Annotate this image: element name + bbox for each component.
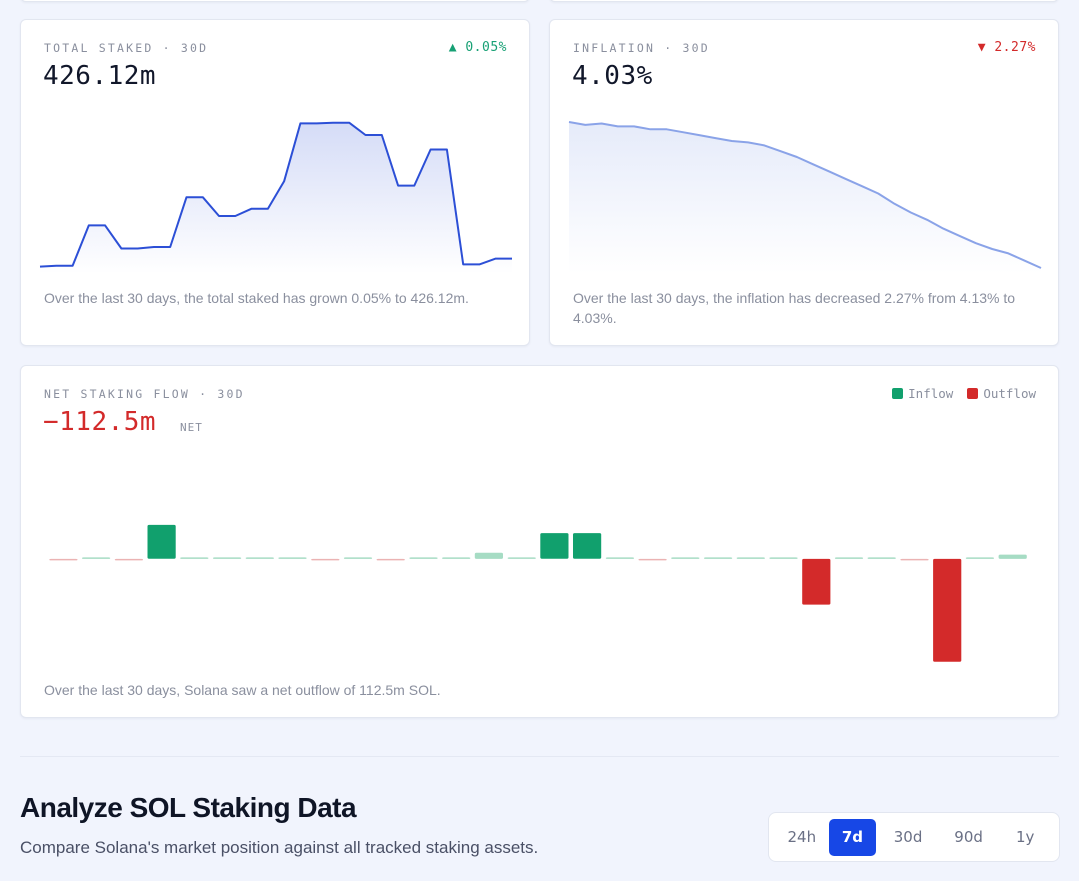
inflation-description: Over the last 30 days, the inflation has…	[573, 290, 1016, 326]
outflow-bar	[114, 558, 143, 561]
chart-series-line	[39, 121, 512, 268]
section-title: Analyze SOL Staking Data	[20, 792, 357, 823]
outflow-bar	[638, 558, 667, 561]
net-flow-card: NET STAKING FLOW · 30D Inflow Outflow −1…	[20, 365, 1059, 718]
inflow-bar	[540, 533, 569, 559]
inflow-bar	[147, 524, 176, 559]
net-flow-suffix: NET	[180, 421, 203, 434]
inflow-bar	[573, 533, 602, 559]
inflow-bar	[834, 557, 864, 559]
outflow-bar	[311, 558, 340, 561]
total-staked-change: ▲ 0.05%	[448, 40, 507, 55]
total-staked-label: TOTAL STAKED · 30D	[44, 41, 209, 55]
inflow-bar	[213, 557, 242, 559]
inflow-bar	[605, 557, 634, 559]
section-divider	[20, 756, 1059, 757]
outflow-bar	[802, 558, 831, 605]
inflow-swatch	[892, 388, 904, 399]
range-1y[interactable]: 1y	[997, 819, 1053, 856]
inflow-bar	[442, 557, 471, 559]
inflow-bar	[180, 557, 209, 559]
legend-inflow: Inflow	[892, 386, 953, 401]
total-staked-description: Over the last 30 days, the total staked …	[44, 290, 469, 306]
inflation-card: INFLATION · 30D ▼ 2.27% 4.03% Over the l…	[549, 19, 1059, 346]
inflow-bar	[998, 554, 1027, 559]
inflow-bar	[867, 557, 896, 559]
section-subtitle: Compare Solana's market position against…	[20, 838, 539, 857]
inflow-bar	[704, 557, 733, 559]
net-flow-description: Over the last 30 days, Solana saw a net …	[44, 682, 441, 698]
inflow-bar	[82, 557, 111, 559]
outflow-bar	[900, 558, 929, 561]
net-flow-value: −112.5m	[43, 407, 157, 437]
chart-series-line	[568, 121, 1042, 269]
card-stub-left	[20, 0, 530, 2]
chart-area-fill	[569, 122, 1041, 274]
range-90d[interactable]: 90d	[940, 819, 998, 856]
inflow-bar	[965, 557, 994, 559]
outflow-bar	[933, 558, 962, 662]
inflow-bar	[507, 557, 536, 559]
time-range-selector: 24h 7d 30d 90d 1y	[768, 812, 1060, 862]
inflow-bar	[769, 557, 798, 559]
outflow-bar	[49, 558, 78, 561]
inflation-change: ▼ 2.27%	[977, 40, 1036, 55]
inflation-value: 4.03%	[572, 61, 653, 91]
inflow-bar	[474, 552, 503, 559]
total-staked-card: TOTAL STAKED · 30D ▲ 0.05% 426.12m Over …	[20, 19, 530, 346]
inflow-bar	[409, 557, 438, 559]
inflation-chart	[568, 121, 1042, 274]
legend-outflow: Outflow	[967, 386, 1036, 401]
inflow-bar	[245, 557, 274, 559]
range-30d[interactable]: 30d	[876, 819, 940, 856]
range-24h[interactable]: 24h	[775, 819, 829, 856]
net-flow-legend: Inflow Outflow	[892, 386, 1036, 401]
chart-area-fill	[40, 122, 512, 274]
outflow-bar	[376, 558, 405, 561]
total-staked-chart	[39, 121, 513, 274]
range-7d[interactable]: 7d	[828, 818, 877, 856]
net-flow-label: NET STAKING FLOW · 30D	[44, 387, 245, 401]
card-stub-right	[549, 0, 1059, 2]
inflow-bar	[671, 557, 700, 559]
legend-outflow-label: Outflow	[983, 386, 1036, 401]
legend-inflow-label: Inflow	[908, 386, 954, 401]
outflow-swatch	[967, 388, 979, 399]
net-flow-chart	[49, 524, 1027, 662]
inflow-bar	[278, 557, 307, 559]
inflation-label: INFLATION · 30D	[573, 41, 710, 55]
inflow-bar	[343, 557, 373, 559]
inflow-bar	[736, 557, 765, 559]
total-staked-value: 426.12m	[43, 61, 157, 91]
